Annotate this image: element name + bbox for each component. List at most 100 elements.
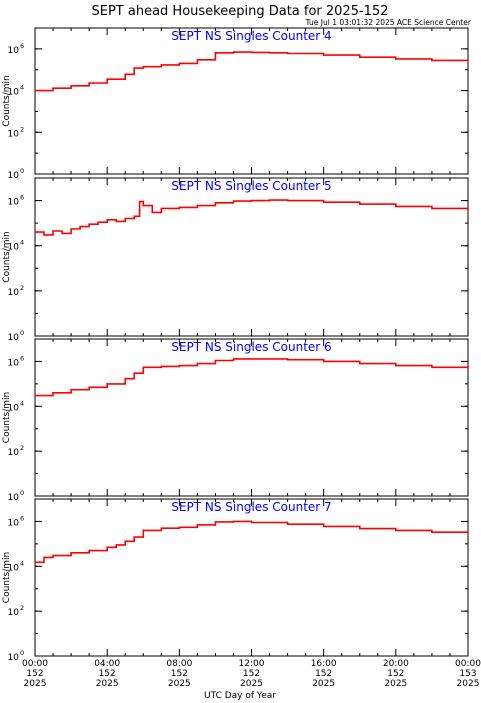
data-point (323, 201, 325, 203)
data-point (395, 365, 397, 367)
y-axis-label: Counts/min (2, 75, 12, 126)
y-tick-exponent: 4 (20, 559, 24, 567)
y-tick-exponent: 6 (20, 354, 24, 362)
y-tick-exponent: 2 (20, 125, 24, 133)
data-point (115, 220, 117, 222)
data-point (88, 386, 90, 388)
data-point (214, 202, 217, 204)
x-axis-label: UTC Day of Year (204, 691, 276, 701)
data-point (286, 523, 289, 525)
x-tick-label: 00:00 (22, 659, 48, 669)
data-point (106, 546, 108, 548)
x-tick-label: 152 (26, 669, 43, 679)
x-tick-label: 2025 (384, 679, 407, 689)
data-point (286, 199, 289, 202)
x-tick-label: 04:00 (94, 659, 120, 669)
y-axis-label: Counts/min (2, 231, 12, 282)
data-point (250, 358, 253, 360)
y-tick-label: 10 (8, 46, 20, 56)
data-point (70, 552, 72, 554)
data-point (196, 524, 198, 526)
x-tick-label: 152 (387, 669, 404, 679)
data-point (395, 205, 397, 208)
y-tick-label: 10 (8, 198, 20, 208)
data-point (34, 394, 36, 397)
y-tick-exponent: 0 (20, 167, 24, 175)
y-tick-exponent: 2 (20, 604, 24, 612)
data-point (467, 60, 469, 63)
data-point (124, 217, 126, 220)
data-point (431, 59, 433, 61)
y-tick-exponent: 6 (20, 194, 24, 202)
x-tick-label: 2025 (168, 679, 191, 689)
x-tick-label: 152 (99, 669, 116, 679)
data-point (124, 73, 126, 75)
data-point (142, 204, 144, 207)
y-tick-label: 10 (8, 518, 20, 528)
timestamp-label: Tue Jul 1 03:01:32 2025 ACE Science Cent… (305, 18, 472, 27)
plot-frame (34, 27, 469, 175)
data-point (133, 215, 135, 217)
data-point (88, 550, 90, 552)
data-point (52, 230, 54, 232)
x-tick-label: 152 (171, 669, 188, 679)
data-point (142, 529, 144, 531)
y-tick-label: 10 (8, 358, 20, 368)
data-point (52, 392, 54, 394)
data-point (431, 366, 433, 368)
series-line (35, 358, 469, 397)
data-point (97, 221, 99, 223)
series-line (35, 51, 469, 92)
y-tick-label: 10 (8, 171, 20, 181)
y-tick-label: 10 (8, 129, 20, 139)
data-point (70, 85, 72, 87)
data-point (142, 66, 144, 68)
data-point (124, 540, 126, 542)
x-tick-label: 00:00 (455, 659, 481, 669)
data-point (214, 359, 217, 362)
data-point (359, 203, 361, 205)
x-tick-label: 152 (243, 669, 260, 679)
y-tick-exponent: 2 (20, 444, 24, 452)
x-tick-label: 08:00 (166, 659, 192, 669)
data-point (467, 210, 469, 212)
data-point (115, 544, 117, 546)
panel-title: SEPT NS Singles Counter 7 (171, 500, 331, 514)
plot-frame (34, 338, 469, 497)
y-axis-label: Counts/min (2, 392, 12, 443)
y-tick-exponent: 0 (20, 329, 24, 337)
y-tick-exponent: 2 (20, 284, 24, 292)
data-point (178, 526, 180, 528)
y-tick-label: 10 (8, 493, 20, 503)
data-point (359, 527, 361, 530)
data-point (43, 234, 45, 236)
data-point (250, 199, 253, 202)
y-tick-label: 10 (8, 288, 20, 298)
x-tick-label: 153 (459, 669, 476, 679)
data-point (106, 219, 108, 221)
data-point (160, 365, 162, 368)
data-point (61, 232, 63, 235)
data-point (133, 67, 135, 69)
data-point (124, 378, 126, 380)
data-point (34, 561, 36, 563)
data-point (106, 78, 108, 80)
y-tick-exponent: 4 (20, 399, 24, 407)
series-line (35, 520, 469, 564)
series-line (35, 199, 469, 236)
data-point (43, 556, 45, 558)
panel-title: SEPT NS Singles Counter 5 (171, 179, 331, 193)
data-point (214, 521, 217, 523)
data-point (196, 59, 198, 61)
data-point (178, 365, 180, 367)
data-point (323, 54, 325, 56)
y-tick-label: 10 (8, 608, 20, 618)
y-tick-exponent: 4 (20, 239, 24, 247)
data-point (52, 554, 54, 557)
x-tick-label: 16:00 (311, 659, 337, 669)
data-point (214, 52, 217, 54)
data-point (232, 200, 235, 202)
